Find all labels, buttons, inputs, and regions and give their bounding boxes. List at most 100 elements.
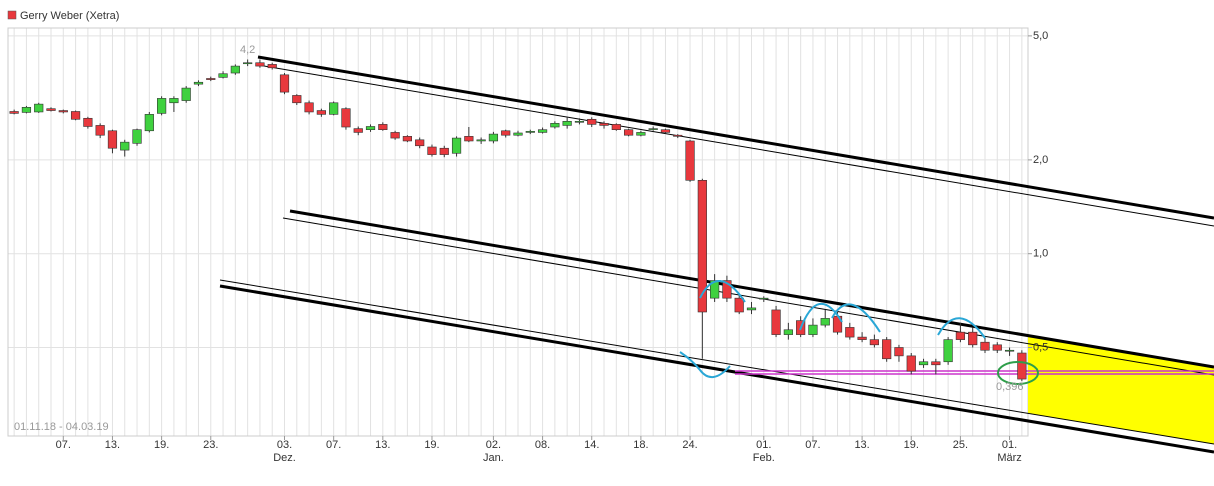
x-tick-label: 07. xyxy=(326,439,341,451)
candle-body xyxy=(968,331,978,346)
candle-body xyxy=(955,331,966,340)
candle-body xyxy=(451,137,462,154)
candle-body xyxy=(660,129,671,133)
highlight-ellipse xyxy=(997,361,1039,385)
y-tick-label: 1,0 xyxy=(1033,248,1048,260)
candle-body xyxy=(83,117,93,127)
trend-line xyxy=(219,284,1214,454)
x-tick-label: 19. xyxy=(904,439,919,451)
candle-body xyxy=(820,318,830,326)
candle-body xyxy=(230,65,240,74)
candle-body xyxy=(46,108,56,111)
candle-body xyxy=(906,355,916,372)
legend-label: Gerry Weber (Xetra) xyxy=(20,10,119,22)
candle-body xyxy=(611,124,621,130)
candle-body xyxy=(390,132,400,139)
candle-body xyxy=(255,62,265,67)
x-tick-label: 13. xyxy=(854,439,869,451)
x-tick-label: 03. xyxy=(277,439,292,451)
trend-line xyxy=(289,209,1214,369)
arc xyxy=(679,351,731,378)
candle-body xyxy=(378,124,388,130)
x-tick-label: 01. xyxy=(756,439,771,451)
candle-body xyxy=(402,136,412,142)
month-label: März xyxy=(997,452,1021,464)
x-tick-label: 01. xyxy=(1002,439,1017,451)
candle-body xyxy=(169,98,179,104)
candle-body xyxy=(132,129,142,144)
candle-body xyxy=(21,106,32,113)
candle-body xyxy=(415,139,425,147)
y-tick-label: 0,5 xyxy=(1033,341,1048,353)
arc xyxy=(937,317,986,339)
y-tick-label: 2,0 xyxy=(1033,154,1048,166)
x-tick-label: 25. xyxy=(953,439,968,451)
candle-body xyxy=(181,87,191,101)
arc xyxy=(699,280,746,303)
candle-body xyxy=(427,146,437,155)
candle-body xyxy=(685,140,695,181)
arc xyxy=(831,303,881,333)
x-tick-label: 07. xyxy=(56,439,71,451)
candle-body xyxy=(267,64,277,69)
candle-body xyxy=(636,132,646,136)
candle-body xyxy=(648,128,658,130)
candle-body xyxy=(697,180,707,313)
candle-body xyxy=(550,123,560,128)
pattern-arcs xyxy=(679,280,986,378)
candle-body xyxy=(562,120,572,126)
candle-body xyxy=(574,120,585,123)
x-tick-label: 19. xyxy=(154,439,169,451)
candle-body xyxy=(107,130,118,149)
candle-body xyxy=(120,141,130,151)
candle-body xyxy=(501,130,511,136)
month-label: Jan. xyxy=(483,452,504,464)
candle-body xyxy=(9,111,19,114)
candle-body xyxy=(70,111,81,120)
candle-body xyxy=(857,336,867,340)
x-tick-label: 08. xyxy=(535,439,550,451)
candle-body xyxy=(329,102,339,115)
candle-body xyxy=(513,132,523,136)
trend-channels xyxy=(219,55,1214,454)
candle-body xyxy=(673,134,683,137)
x-tick-label: 18. xyxy=(633,439,648,451)
grid xyxy=(8,28,1028,436)
x-tick-label: 23. xyxy=(203,439,218,451)
candle-body xyxy=(759,297,769,300)
candle-body xyxy=(488,133,499,142)
plot-frame xyxy=(7,27,1029,437)
candle-body xyxy=(734,297,744,313)
trend-line xyxy=(257,64,1214,227)
trend-line xyxy=(219,279,1214,445)
arc xyxy=(799,302,843,331)
candle-body xyxy=(144,114,154,132)
candle-body xyxy=(341,108,351,128)
candle-body xyxy=(365,126,376,130)
candle-body xyxy=(206,78,216,80)
month-label: Feb. xyxy=(753,452,775,464)
candle-body xyxy=(193,81,204,85)
x-tick-label: 13. xyxy=(105,439,120,451)
candle-body xyxy=(746,307,757,311)
candle-body xyxy=(218,73,228,78)
candle-body xyxy=(316,110,326,115)
candle-body xyxy=(157,98,167,114)
x-tick-label: 24. xyxy=(682,439,697,451)
x-tick-label: 02. xyxy=(486,439,501,451)
trend-line xyxy=(282,217,1214,376)
candle-body xyxy=(722,280,732,299)
y-tick-label: 5,0 xyxy=(1033,30,1048,42)
candle-body xyxy=(304,102,314,113)
candle-body xyxy=(464,136,474,142)
candle-body xyxy=(943,339,953,363)
target-zone xyxy=(1028,336,1214,444)
candle-body xyxy=(783,329,793,335)
x-tick-label: 07. xyxy=(805,439,820,451)
x-tick-label: 14. xyxy=(584,439,599,451)
candle-body xyxy=(292,95,302,104)
candle-body xyxy=(808,324,818,335)
x-tick-label: 13. xyxy=(375,439,390,451)
candle-body xyxy=(980,341,990,351)
